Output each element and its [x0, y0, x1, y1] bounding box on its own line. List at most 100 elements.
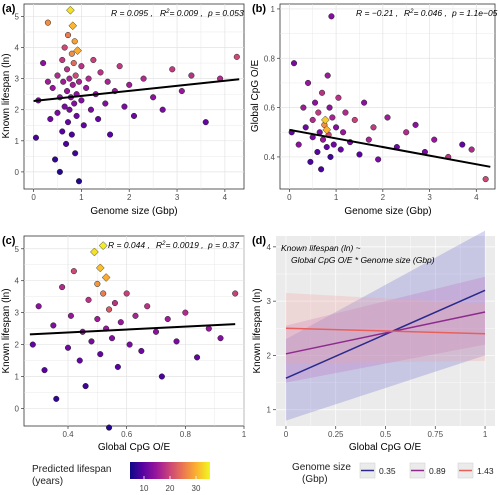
- y-tick-label: 1: [271, 5, 276, 14]
- data-point: [290, 60, 298, 67]
- data-point: [95, 115, 102, 123]
- data-point: [132, 312, 139, 319]
- r2-value: = 0.009 ,: [169, 8, 202, 18]
- data-point: [326, 104, 333, 111]
- panel-tag: (a): [2, 3, 16, 15]
- x-tick-label: 1: [334, 193, 339, 202]
- data-point: [94, 280, 101, 287]
- data-point: [94, 315, 101, 323]
- data-point: [329, 114, 336, 121]
- data-point: [40, 60, 47, 67]
- x-tick-label: 0.4: [62, 430, 74, 439]
- r2-sup: 2: [409, 9, 414, 15]
- data-point: [337, 146, 344, 153]
- data-point: [69, 81, 76, 88]
- data-point: [61, 103, 68, 110]
- y-tick-label: 2: [15, 106, 20, 115]
- stat-r2: R2= 0.046 ,: [404, 8, 447, 18]
- series-lines: [285, 289, 486, 379]
- data-point: [50, 322, 57, 329]
- data-point: [108, 335, 116, 342]
- data-point: [324, 72, 331, 79]
- stat-r: R = −0.21 ,: [356, 8, 398, 18]
- x-tick-label: 1: [483, 430, 488, 439]
- gridlines: [276, 236, 495, 426]
- panel-b: (b) 0 1 2 3 40.40.60.81 R = −0.21 , R2= 0.04…: [250, 3, 498, 217]
- data-point: [102, 100, 109, 107]
- data-point: [72, 72, 79, 79]
- data-point-diamond: [90, 247, 99, 257]
- data-point: [312, 99, 319, 106]
- data-point: [295, 141, 302, 148]
- data-point: [107, 131, 114, 138]
- y-axis-label: Known lifespan (ln): [1, 288, 12, 373]
- data-point: [194, 354, 201, 361]
- x-tick-label: 4: [223, 193, 228, 202]
- data-point-diamond: [322, 125, 332, 135]
- legend-title-line2: (years): [32, 476, 63, 487]
- colorbar-label-20: 20: [166, 484, 175, 493]
- x-tick-label: 0.75: [427, 430, 443, 439]
- data-point: [482, 176, 489, 183]
- data-point: [82, 383, 89, 390]
- data-point-diamond: [95, 263, 105, 273]
- model-annotation-line1: Known lifespan (ln) ~: [281, 243, 361, 253]
- data-point: [340, 129, 347, 136]
- data-point: [309, 116, 316, 123]
- data-point: [164, 315, 171, 323]
- x-axis-label: Genome size (Gbp): [344, 206, 431, 217]
- p-label: p: [207, 240, 213, 250]
- data-point: [205, 325, 212, 332]
- panel-tag: (b): [252, 3, 266, 15]
- data-point: [173, 338, 180, 345]
- stat-r: R = 0.044 ,: [108, 240, 150, 250]
- legend-keys: 0.35 0.89 1.43: [359, 462, 494, 479]
- y-axis-label: Known lifespan (ln): [1, 53, 12, 138]
- data-point: [333, 124, 340, 131]
- data-point: [88, 338, 95, 345]
- data-point: [87, 106, 95, 113]
- x-tick-label: 0.6: [121, 430, 133, 439]
- data-points: [29, 241, 239, 431]
- confidence-band-0.35: [285, 230, 486, 421]
- legend-title-line1: Predicted lifespan: [32, 464, 112, 475]
- stat-p: p = 0.37: [207, 240, 239, 250]
- data-point: [356, 151, 363, 158]
- data-point: [323, 144, 330, 151]
- data-point: [76, 357, 83, 364]
- x-tick-label: 2: [381, 193, 386, 202]
- data-point: [29, 341, 36, 348]
- y-tick-label: 3: [15, 75, 20, 84]
- colorbar-label-30: 30: [192, 484, 201, 493]
- y-tick-label: 2: [267, 351, 272, 360]
- x-axis-label: Global CpG O/E: [349, 442, 422, 453]
- data-point: [66, 75, 73, 82]
- data-point: [328, 13, 335, 20]
- data-point: [106, 424, 113, 431]
- p-label: p: [451, 8, 457, 18]
- data-point: [64, 344, 72, 351]
- data-point-diamond: [320, 115, 330, 125]
- data-point: [114, 363, 121, 370]
- data-point: [59, 284, 66, 291]
- r2-sup: 2: [165, 9, 170, 15]
- legend-key-1.43: 1.43: [457, 462, 494, 479]
- p-value: = 1.1e−05: [459, 8, 498, 18]
- data-point: [85, 296, 92, 303]
- data-point: [52, 156, 59, 163]
- panel-tag: (d): [252, 235, 266, 247]
- x-tick-label: 0: [284, 430, 289, 439]
- x-tick-label: 0: [287, 193, 292, 202]
- y-tick-label: 3: [267, 297, 272, 306]
- data-point: [106, 306, 113, 313]
- data-point: [232, 290, 239, 297]
- data-point: [71, 38, 78, 45]
- data-point: [140, 75, 147, 82]
- stat-r: R = 0.095 ,: [111, 8, 153, 18]
- y-tick-label: 1: [15, 373, 20, 382]
- data-point: [342, 109, 349, 116]
- data-point: [44, 19, 51, 26]
- tick-labels: 0 1 2 3 4 0.4 0.6 0.8 1: [264, 5, 479, 202]
- data-point: [97, 69, 104, 76]
